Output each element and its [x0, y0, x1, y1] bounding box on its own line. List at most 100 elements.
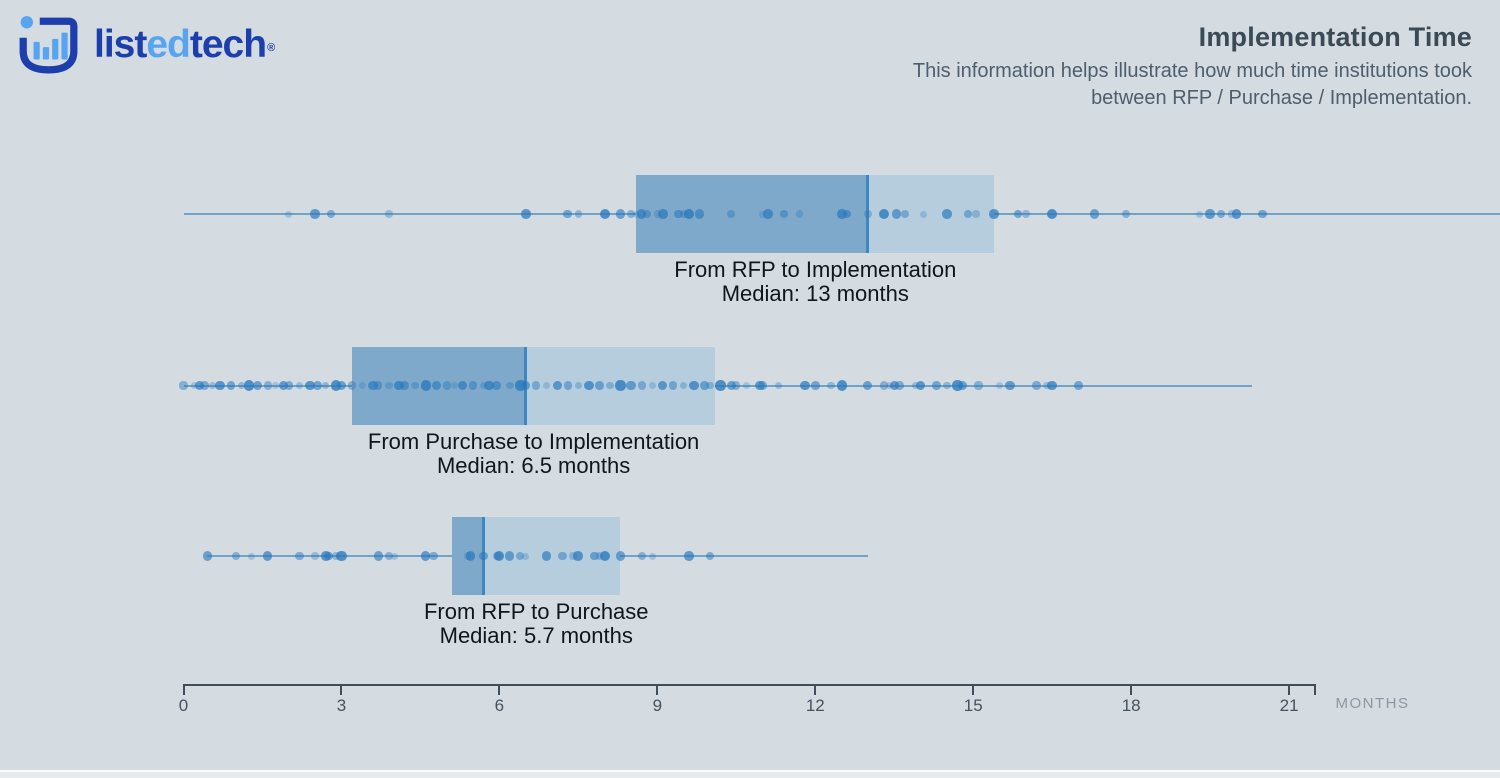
page-subtitle: This information helps illustrate how mu…: [913, 58, 1472, 112]
data-point: [313, 381, 323, 390]
data-point: [384, 551, 393, 561]
data-point: [589, 551, 599, 561]
data-point: [700, 381, 710, 390]
data-point: [385, 210, 393, 218]
data-point: [506, 381, 514, 390]
series-median-label: Median: 6.5 months: [436, 452, 631, 478]
axis-unit-label: MONTHS: [1335, 695, 1410, 712]
data-point: [194, 380, 204, 391]
data-point: [632, 210, 640, 218]
data-point: [774, 381, 783, 390]
axis-line: [182, 684, 1317, 686]
data-point: [642, 209, 651, 219]
data-point: [1258, 209, 1268, 219]
data-point: [627, 209, 636, 219]
axis-tick-label: 3: [336, 696, 347, 715]
data-point: [863, 380, 873, 391]
data-point: [252, 380, 262, 391]
data-point: [179, 381, 188, 390]
data-point: [726, 380, 736, 391]
data-point: [468, 381, 478, 390]
data-point: [272, 382, 280, 389]
data-point: [359, 382, 366, 389]
data-point: [615, 209, 626, 219]
series-median-label: Median: 5.7 months: [439, 623, 633, 648]
data-point: [743, 382, 751, 389]
wordmark-list: list: [94, 22, 147, 66]
data-point: [374, 381, 383, 390]
data-point: [606, 381, 614, 390]
data-point: [190, 382, 198, 389]
data-point: [626, 380, 636, 391]
axis-tick: [182, 684, 185, 695]
axis-tick: [814, 684, 817, 695]
data-point: [1013, 209, 1023, 219]
data-point: [385, 381, 393, 390]
data-point: [284, 381, 293, 390]
data-point: [668, 381, 678, 390]
data-point: [637, 381, 646, 390]
bottom-strip: [0, 770, 1500, 778]
data-point: [574, 381, 583, 390]
data-point: [679, 210, 688, 218]
data-point: [599, 550, 610, 562]
data-point: [573, 551, 584, 561]
data-point: [543, 382, 551, 389]
data-point: [226, 381, 236, 390]
axis-tick: [340, 684, 343, 695]
data-point: [996, 382, 1004, 389]
data-point: [836, 209, 847, 219]
data-point: [879, 381, 888, 390]
data-point: [1047, 380, 1058, 391]
data-point: [595, 381, 604, 390]
data-point: [827, 381, 835, 390]
series-name: From RFP to Implementation: [674, 257, 957, 282]
axis-tick-label: 0: [178, 696, 189, 715]
data-point: [943, 381, 951, 390]
series-label-block: From RFP to Implementation Median: 13 mon…: [674, 258, 956, 306]
axis-tick-label: 12: [805, 696, 825, 715]
title-block: Implementation Time This information hel…: [913, 22, 1472, 112]
data-point: [683, 208, 694, 220]
data-point: [442, 381, 451, 390]
data-point: [878, 208, 889, 220]
data-point: [483, 380, 494, 391]
data-point: [429, 551, 438, 561]
listedtech-wordmark: listedtech®: [94, 25, 275, 64]
data-point: [952, 380, 963, 391]
data-point: [1227, 210, 1235, 218]
data-point: [836, 380, 847, 391]
data-point: [795, 210, 804, 218]
data-point: [705, 551, 715, 561]
axis-tick-label: 15: [963, 696, 983, 715]
data-point: [336, 380, 346, 391]
data-point: [1196, 210, 1204, 218]
data-point: [974, 381, 983, 390]
axis-tick: [972, 684, 975, 695]
data-point: [542, 551, 552, 561]
data-point: [505, 551, 515, 561]
data-point: [864, 210, 872, 218]
data-point: [336, 550, 347, 562]
data-point: [657, 209, 668, 219]
data-point: [1205, 209, 1215, 219]
data-point: [451, 382, 459, 389]
wordmark-ed: ed: [146, 22, 191, 66]
registered-mark: ®: [267, 41, 276, 54]
data-point: [295, 551, 304, 561]
data-point: [636, 209, 647, 219]
data-point: [563, 381, 573, 390]
data-point: [919, 210, 927, 218]
data-point: [1005, 380, 1015, 391]
axis-tick: [498, 684, 501, 695]
data-point: [799, 380, 810, 391]
data-point: [758, 381, 767, 390]
data-point: [1074, 381, 1083, 390]
data-point: [595, 552, 604, 560]
data-point: [479, 551, 488, 561]
data-point: [390, 552, 398, 560]
data-point: [520, 209, 531, 219]
page-title: Implementation Time: [1198, 22, 1472, 52]
data-point: [1022, 210, 1030, 218]
